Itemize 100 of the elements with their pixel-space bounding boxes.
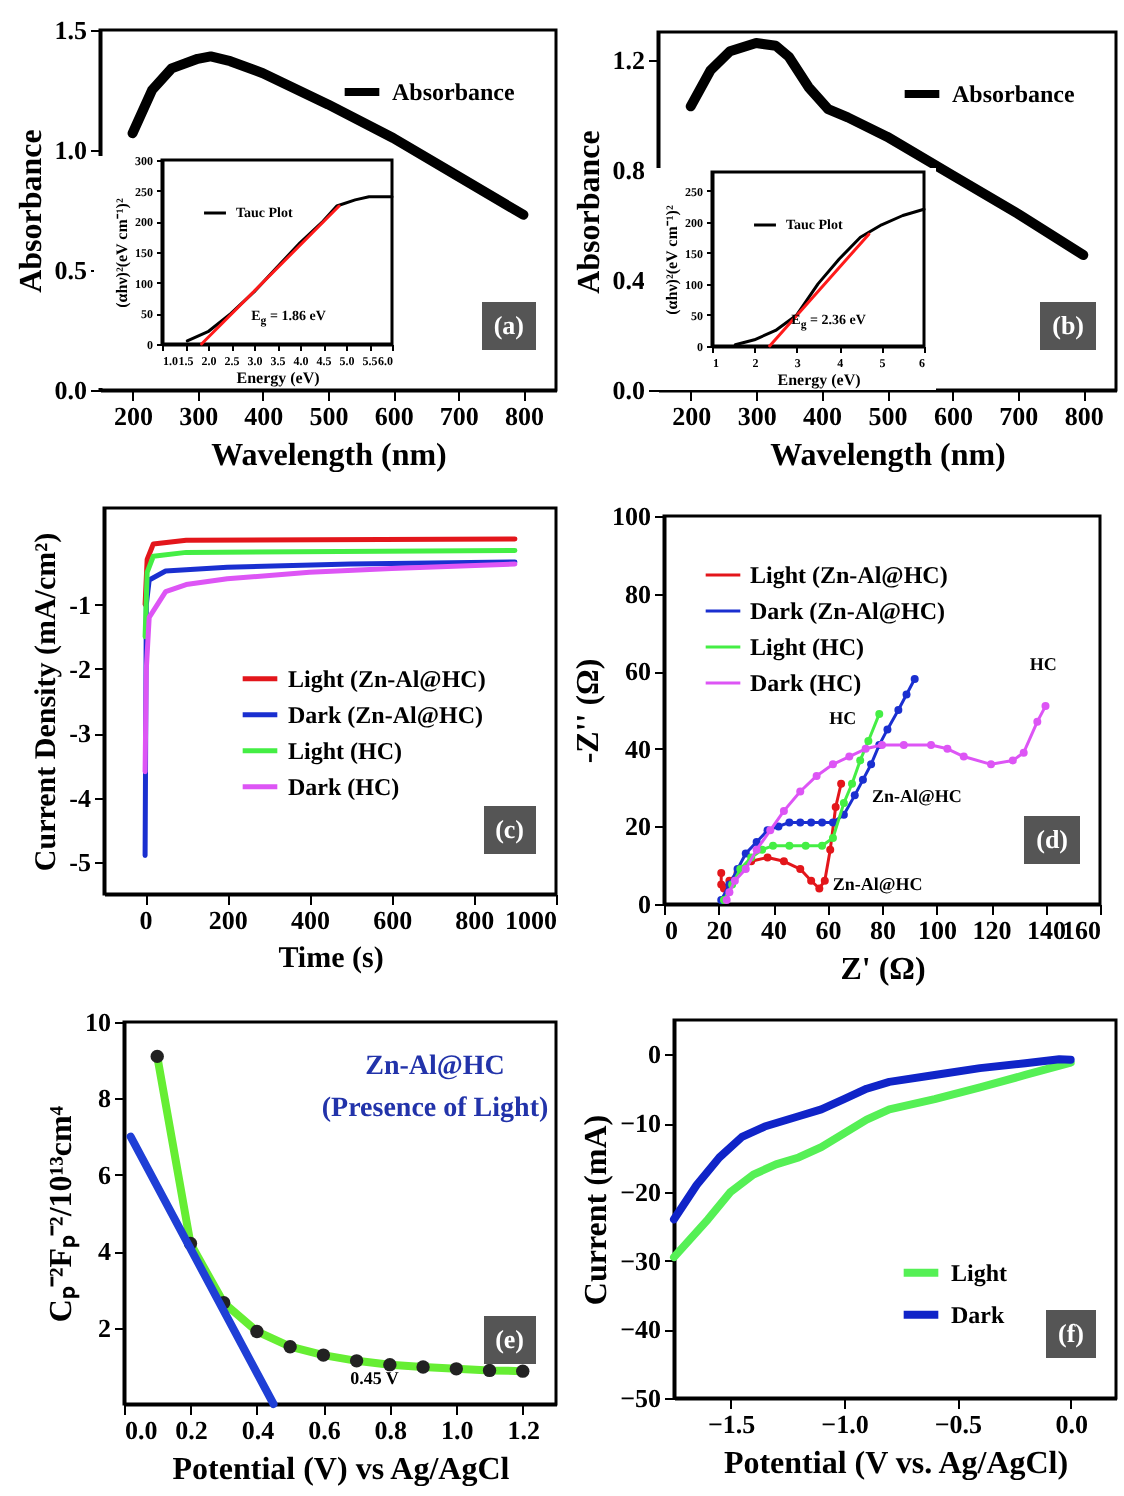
point bbox=[482, 1363, 497, 1378]
point bbox=[741, 865, 750, 874]
x-tick-label: 500 bbox=[309, 401, 349, 431]
annotation: (Presence of Light) bbox=[321, 1093, 549, 1126]
y-tick-label: 10 bbox=[85, 1007, 111, 1037]
x-axis-title: Z' (Ω) bbox=[840, 953, 926, 987]
y-axis-title: Absorbance bbox=[572, 130, 607, 294]
legend-label: Dark bbox=[951, 1300, 1005, 1329]
point bbox=[848, 779, 857, 788]
annotation: (f) bbox=[1046, 1310, 1096, 1358]
y-tick-label: −10 bbox=[620, 1108, 661, 1139]
point bbox=[820, 876, 829, 885]
x-tick-label: −0.5 bbox=[934, 1409, 983, 1439]
point bbox=[717, 868, 726, 877]
point bbox=[894, 706, 903, 714]
x-axis-title: Energy (eV) bbox=[777, 371, 862, 389]
point bbox=[815, 884, 824, 893]
point bbox=[910, 674, 919, 683]
point bbox=[826, 845, 835, 854]
line-series bbox=[670, 1058, 1075, 1262]
annotation: Zn-Al@HC bbox=[871, 785, 962, 806]
y-tick-label: 0.4 bbox=[612, 264, 646, 295]
y-tick-label: 6 bbox=[98, 1159, 112, 1190]
x-tick-label: 500 bbox=[868, 401, 908, 431]
x-tick-label: 400 bbox=[244, 401, 284, 431]
y-tick-label: -5 bbox=[69, 846, 92, 877]
annotation: HC bbox=[829, 707, 857, 728]
y-tick-label: 100 bbox=[612, 501, 651, 531]
y-axis-title: Current Density (mA/cm²) bbox=[31, 532, 64, 872]
point bbox=[801, 841, 810, 850]
point bbox=[831, 803, 840, 811]
point bbox=[763, 853, 772, 862]
annotation: (c) bbox=[483, 806, 536, 854]
x-tick-label: 700 bbox=[439, 401, 479, 431]
y-tick-label: 8 bbox=[98, 1083, 112, 1114]
x-tick-label: 600 bbox=[933, 401, 973, 431]
x-tick-label: 0.2 bbox=[175, 1415, 208, 1445]
point bbox=[987, 760, 995, 769]
y-tick-label: −40 bbox=[620, 1314, 661, 1345]
point bbox=[383, 1357, 397, 1372]
point bbox=[883, 725, 892, 734]
x-axis-title: Wavelength (nm) bbox=[770, 439, 1006, 473]
y-tick-label: 60 bbox=[625, 656, 651, 687]
point bbox=[1033, 717, 1042, 726]
line-series bbox=[142, 536, 518, 607]
y-tick-label: −50 bbox=[620, 1383, 661, 1413]
y-tick-label: -3 bbox=[69, 718, 92, 749]
x-tick-label: 0.6 bbox=[308, 1415, 342, 1445]
point bbox=[250, 1324, 264, 1339]
x-tick-label: 1000 bbox=[505, 905, 557, 935]
legend-label: Light (HC) bbox=[750, 633, 865, 661]
point bbox=[449, 1362, 464, 1376]
point bbox=[779, 857, 788, 866]
point bbox=[959, 752, 968, 761]
legend-label: Dark (HC) bbox=[750, 669, 862, 697]
x-tick-label: 700 bbox=[999, 401, 1039, 431]
y-tick-label: -1 bbox=[69, 589, 91, 620]
point bbox=[316, 1348, 331, 1362]
x-tick-label: 400 bbox=[803, 401, 843, 431]
legend-label: Light (HC) bbox=[288, 736, 403, 765]
legend-label: Dark (HC) bbox=[288, 772, 400, 801]
legend-label: Dark (Zn-Al@HC) bbox=[750, 597, 945, 625]
y-axis-title: (αhν)²(eV cm⁻¹)² bbox=[113, 197, 131, 308]
point bbox=[850, 791, 859, 800]
x-tick-label: −1.0 bbox=[821, 1409, 869, 1439]
point bbox=[828, 818, 837, 827]
x-tick-label: 0.0 bbox=[1055, 1409, 1088, 1439]
point bbox=[845, 752, 854, 761]
point bbox=[837, 779, 846, 788]
x-tick-label: 800 bbox=[455, 905, 495, 935]
x-tick-label: 1.2 bbox=[507, 1415, 541, 1445]
point bbox=[807, 876, 816, 885]
x-axis-title: Potential (V) vs Ag/AgCl bbox=[172, 1453, 511, 1487]
annotation: Zn-Al@HC bbox=[832, 874, 923, 895]
point bbox=[899, 740, 908, 749]
point bbox=[283, 1340, 297, 1354]
y-tick-label: −30 bbox=[620, 1245, 661, 1276]
x-tick-label: 100 bbox=[918, 915, 957, 945]
line-series bbox=[142, 561, 518, 775]
legend-label: Light (Zn-Al@HC) bbox=[750, 561, 948, 589]
y-tick-label: −20 bbox=[620, 1176, 661, 1207]
y-tick-label: 0 bbox=[648, 1039, 661, 1070]
legend-label: Light bbox=[951, 1258, 1008, 1287]
x-tick-label: 60 bbox=[815, 915, 842, 945]
point bbox=[779, 806, 788, 815]
x-tick-label: 300 bbox=[179, 401, 219, 431]
point bbox=[1019, 748, 1028, 757]
point bbox=[796, 818, 805, 827]
y-tick-label: 1.2 bbox=[612, 44, 645, 75]
y-tick-label: 4 bbox=[98, 1236, 112, 1267]
y-tick-label: -4 bbox=[69, 782, 92, 813]
legend-label: Dark (Zn-Al@HC) bbox=[288, 700, 483, 729]
annotation: (d) bbox=[1024, 816, 1080, 864]
point bbox=[1041, 702, 1050, 711]
point bbox=[812, 771, 821, 780]
annotation: 0.45 V bbox=[350, 1367, 399, 1388]
point bbox=[858, 775, 867, 784]
y-tick-label: 0.8 bbox=[612, 154, 646, 185]
point bbox=[828, 834, 837, 843]
annotation: (b) bbox=[1040, 302, 1096, 350]
